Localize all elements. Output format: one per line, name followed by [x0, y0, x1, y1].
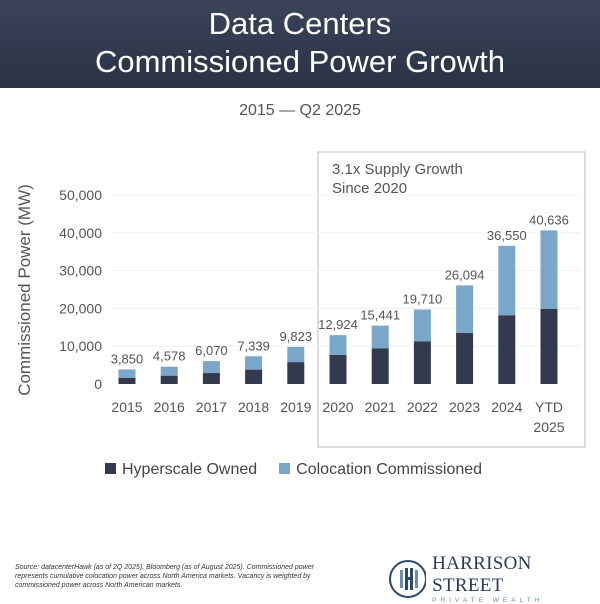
data-label: 3,850 [111, 351, 144, 366]
logo: HARRISON STREET PRIVATE WEALTH [388, 553, 600, 604]
data-label: 40,636 [529, 212, 569, 227]
legend-label: Colocation Commissioned [296, 461, 483, 478]
data-label: 15,441 [360, 308, 400, 323]
data-label: 19,710 [403, 291, 443, 306]
logo-mark-icon [389, 559, 427, 598]
data-label: 6,070 [195, 343, 228, 358]
y-tick-label: 40,000 [59, 225, 102, 241]
data-label: 12,924 [318, 317, 358, 332]
y-tick-label: 30,000 [59, 263, 102, 279]
data-label: 7,339 [237, 338, 270, 353]
annotation-line-1: 3.1x Supply Growth [332, 161, 463, 178]
legend-item-colocation: Colocation Commissioned [279, 461, 482, 479]
bar-colocation [498, 245, 516, 316]
bar-hyperscale [118, 377, 136, 384]
x-tick-label: 2024 [491, 399, 522, 415]
x-tick-label: 2021 [365, 399, 396, 415]
bar-colocation [245, 356, 263, 370]
header-banner: Data Centers Commissioned Power Growth [0, 0, 600, 88]
legend-label: Hyperscale Owned [122, 461, 258, 478]
source-note: Source: datacenterHawk (as of 2Q 2025), … [15, 564, 314, 589]
highlight-box [317, 151, 586, 448]
x-tick-label: 2023 [449, 399, 480, 415]
x-tick-label: 2015 [111, 399, 142, 415]
bar-colocation [202, 361, 220, 374]
annotation-line-2: Since 2020 [332, 180, 407, 197]
data-label: 26,094 [445, 267, 485, 282]
bar-hyperscale [498, 315, 516, 384]
bar-hyperscale [160, 375, 178, 384]
y-tick-label: 50,000 [59, 187, 102, 203]
bar-colocation [118, 369, 136, 378]
x-tick-label: 2022 [407, 399, 438, 415]
data-label: 36,550 [487, 228, 527, 243]
bar-hyperscale [540, 308, 558, 384]
subtitle: 2015 — Q2 2025 [239, 102, 361, 119]
title-line-1: Data Centers [208, 6, 392, 41]
title-line-2: Commissioned Power Growth [94, 44, 506, 79]
x-tick-label: 2025 [533, 419, 564, 435]
data-label: 4,578 [153, 349, 186, 364]
data-label: 9,823 [280, 329, 313, 344]
y-axis-label: Commissioned Power (MW) [15, 184, 34, 396]
bar-colocation [371, 325, 389, 349]
bar-hyperscale [287, 362, 305, 384]
bar-colocation [456, 285, 474, 333]
legend: Hyperscale Owned Colocation Commissioned [105, 461, 482, 479]
bar-colocation [413, 309, 431, 342]
x-tick-label: YTD [535, 399, 563, 415]
y-tick-label: 0 [94, 376, 102, 392]
bar-colocation [540, 230, 558, 309]
bar-hyperscale [413, 341, 431, 384]
x-tick-label: 2016 [154, 399, 185, 415]
legend-item-hyperscale: Hyperscale Owned [105, 461, 257, 479]
legend-swatch [279, 463, 291, 474]
bar-hyperscale [371, 348, 389, 384]
y-tick-label: 20,000 [59, 300, 102, 316]
bar-hyperscale [202, 373, 220, 384]
bar-colocation [287, 346, 305, 363]
bar-colocation [329, 335, 347, 355]
bar-hyperscale [245, 369, 263, 384]
y-tick-label: 10,000 [59, 338, 102, 354]
x-tick-label: 2019 [280, 399, 311, 415]
x-tick-label: 2017 [196, 399, 227, 415]
x-tick-label: 2020 [322, 399, 353, 415]
logo-name: HARRISON STREET [432, 553, 532, 596]
bar-hyperscale [329, 354, 347, 384]
logo-sub: PRIVATE WEALTH [432, 597, 544, 604]
bar-hyperscale [456, 332, 474, 384]
bar-colocation [160, 366, 178, 376]
legend-swatch [105, 463, 116, 474]
x-tick-label: 2018 [238, 399, 269, 415]
